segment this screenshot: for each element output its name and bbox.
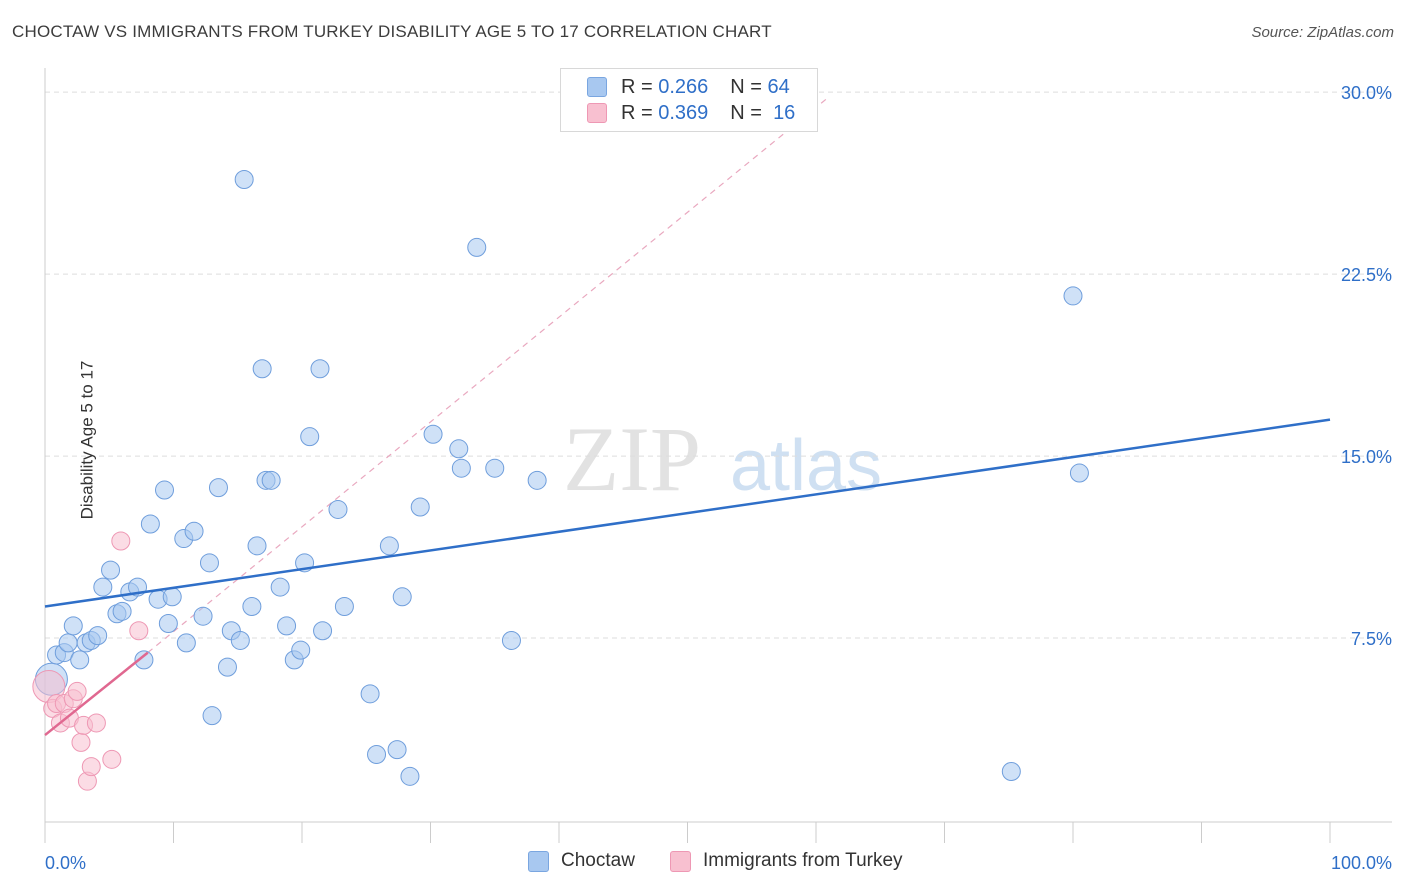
watermark-zip: ZIP	[563, 408, 701, 510]
choctaw-point	[140, 514, 160, 534]
choctaw-point	[485, 458, 505, 478]
source-label: Source: ZipAtlas.com	[1251, 24, 1394, 41]
bottom-legend-choctaw: Choctaw	[528, 850, 635, 872]
y-tick-label: 30.0%	[1341, 83, 1392, 103]
choctaw-point	[449, 439, 469, 459]
turkey-point	[129, 621, 149, 641]
choctaw-point	[451, 458, 471, 478]
choctaw-point	[58, 633, 78, 653]
legend-swatch-choctaw	[587, 77, 607, 97]
choctaw-point	[208, 478, 228, 498]
bottom-legend-swatch-turkey	[670, 850, 691, 872]
choctaw-point	[410, 497, 430, 517]
choctaw-point	[155, 480, 175, 500]
choctaw-point	[234, 169, 254, 189]
choctaw-point	[467, 237, 487, 257]
turkey-trend-line	[44, 651, 149, 737]
choctaw-point	[193, 606, 213, 626]
bottom-legend-turkey: Immigrants from Turkey	[670, 850, 903, 872]
turkey-point	[86, 713, 106, 733]
choctaw-point	[367, 744, 387, 764]
legend: R = 0.266 N = 64 R = 0.369 N = 16	[560, 68, 818, 132]
choctaw-point	[334, 596, 354, 616]
y-tick-label: 22.5%	[1341, 265, 1392, 285]
chart-title: CHOCTAW VS IMMIGRANTS FROM TURKEY DISABI…	[12, 22, 772, 41]
choctaw-point	[270, 577, 290, 597]
legend-row-choctaw: R = 0.266 N = 64	[587, 75, 790, 99]
legend-n-label: N =	[730, 101, 762, 124]
x-tick-labels: 0.0% 100.0%	[45, 853, 1392, 873]
legend-n-value: 16	[773, 101, 796, 124]
choctaw-point	[277, 616, 297, 636]
choctaw-point	[1063, 286, 1083, 306]
y-axis-label: Disability Age 5 to 17	[77, 360, 97, 520]
choctaw-point	[63, 616, 83, 636]
turkey-point	[102, 749, 122, 769]
trend-lines	[44, 418, 1331, 737]
choctaw-point	[134, 650, 154, 670]
x-tick-label-start: 0.0%	[45, 853, 86, 873]
choctaw-point	[162, 587, 182, 607]
legend-r-label: R =	[621, 101, 653, 124]
choctaw-point	[400, 766, 420, 786]
bottom-legend-swatch-choctaw	[528, 850, 549, 872]
choctaw-point	[88, 626, 108, 646]
choctaw-point	[217, 657, 237, 677]
choctaw-point	[387, 740, 407, 760]
legend-row-turkey: R = 0.369 N = 16	[587, 101, 795, 125]
legend-n-value: 64	[767, 75, 790, 98]
choctaw-point	[501, 630, 521, 650]
turkey-point	[67, 681, 87, 701]
choctaw-point	[158, 613, 178, 633]
choctaw-point	[252, 359, 272, 379]
choctaw-point	[392, 587, 412, 607]
choctaw-point	[328, 499, 348, 519]
choctaw-point	[261, 470, 281, 490]
choctaw-point	[101, 560, 121, 580]
choctaw-point	[70, 650, 90, 670]
choctaw-point	[176, 633, 196, 653]
turkey-point	[111, 531, 131, 551]
choctaw-point	[1069, 463, 1089, 483]
legend-r-value: 0.266	[658, 75, 709, 98]
legend-r-value: 0.369	[658, 101, 709, 124]
choctaw-point	[112, 601, 132, 621]
bottom-legend-label-choctaw: Choctaw	[561, 850, 635, 871]
choctaw-point	[300, 427, 320, 447]
choctaw-point	[93, 577, 113, 597]
turkey-point	[81, 757, 101, 777]
x-tick-label-end: 100.0%	[1331, 853, 1392, 873]
choctaw-point	[242, 596, 262, 616]
choctaw-point	[247, 536, 267, 556]
choctaw-point	[360, 684, 380, 704]
choctaw-point	[527, 470, 547, 490]
trend-extension	[147, 96, 830, 654]
choctaw-trend-line	[44, 418, 1331, 608]
watermark-atlas: atlas	[730, 426, 882, 506]
turkey-point	[71, 732, 91, 752]
choctaw-point	[202, 706, 222, 726]
choctaw-point	[199, 553, 219, 573]
choctaw-point	[1001, 761, 1021, 781]
choctaw-point	[379, 536, 399, 556]
choctaw-point	[291, 640, 311, 660]
y-tick-label: 7.5%	[1351, 629, 1392, 649]
legend-r-label: R =	[621, 75, 653, 98]
bottom-legend-label-turkey: Immigrants from Turkey	[703, 850, 903, 871]
watermark: ZIP atlas	[563, 408, 882, 510]
choctaw-point	[313, 621, 333, 641]
choctaw-point	[423, 424, 443, 444]
legend-n-label: N =	[730, 75, 762, 98]
y-tick-labels: 7.5% 15.0% 22.5% 30.0%	[1341, 83, 1392, 649]
choctaw-point	[184, 521, 204, 541]
choctaw-point	[230, 630, 250, 650]
data-points	[32, 169, 1089, 791]
legend-swatch-turkey	[587, 103, 607, 123]
turkey-trend-extension	[147, 96, 830, 654]
choctaw-point	[310, 359, 330, 379]
y-tick-label: 15.0%	[1341, 447, 1392, 467]
